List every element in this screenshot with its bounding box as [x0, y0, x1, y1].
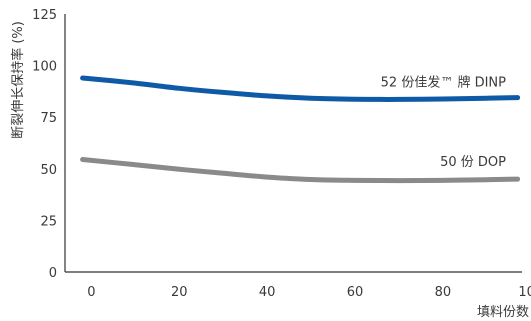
x-tick-labels: 0 20 40 60 80 100	[87, 285, 531, 300]
series-line-2	[80, 157, 521, 184]
y-tick-label: 0	[49, 266, 57, 281]
series-label-1: 52 份佳发™ 牌 DINP	[381, 75, 507, 91]
y-tick-labels: 0 25 50 75 100 125	[32, 8, 57, 281]
x-tick-label: 60	[347, 285, 364, 300]
y-tick-label: 100	[32, 60, 57, 75]
axes	[64, 14, 522, 273]
x-tick-label: 0	[87, 285, 95, 300]
x-axis-label: 填料份数	[477, 305, 529, 320]
series-labels: 52 份佳发™ 牌 DINP 50 份 DOP	[381, 75, 507, 171]
y-axis-label: 断裂伸长保持率 (%)	[10, 21, 26, 139]
series-label-2: 50 份 DOP	[440, 155, 506, 170]
y-tick-label: 125	[32, 8, 57, 23]
y-tick-label: 50	[40, 163, 57, 178]
series-line-1	[80, 75, 521, 102]
x-tick-label: 20	[171, 285, 188, 300]
series-lines	[80, 75, 521, 184]
x-tick-label: 40	[259, 285, 276, 300]
x-tick-label: 100	[518, 285, 531, 300]
y-tick-label: 25	[40, 214, 57, 229]
y-tick-label: 75	[40, 111, 57, 126]
x-tick-label: 80	[435, 285, 452, 300]
